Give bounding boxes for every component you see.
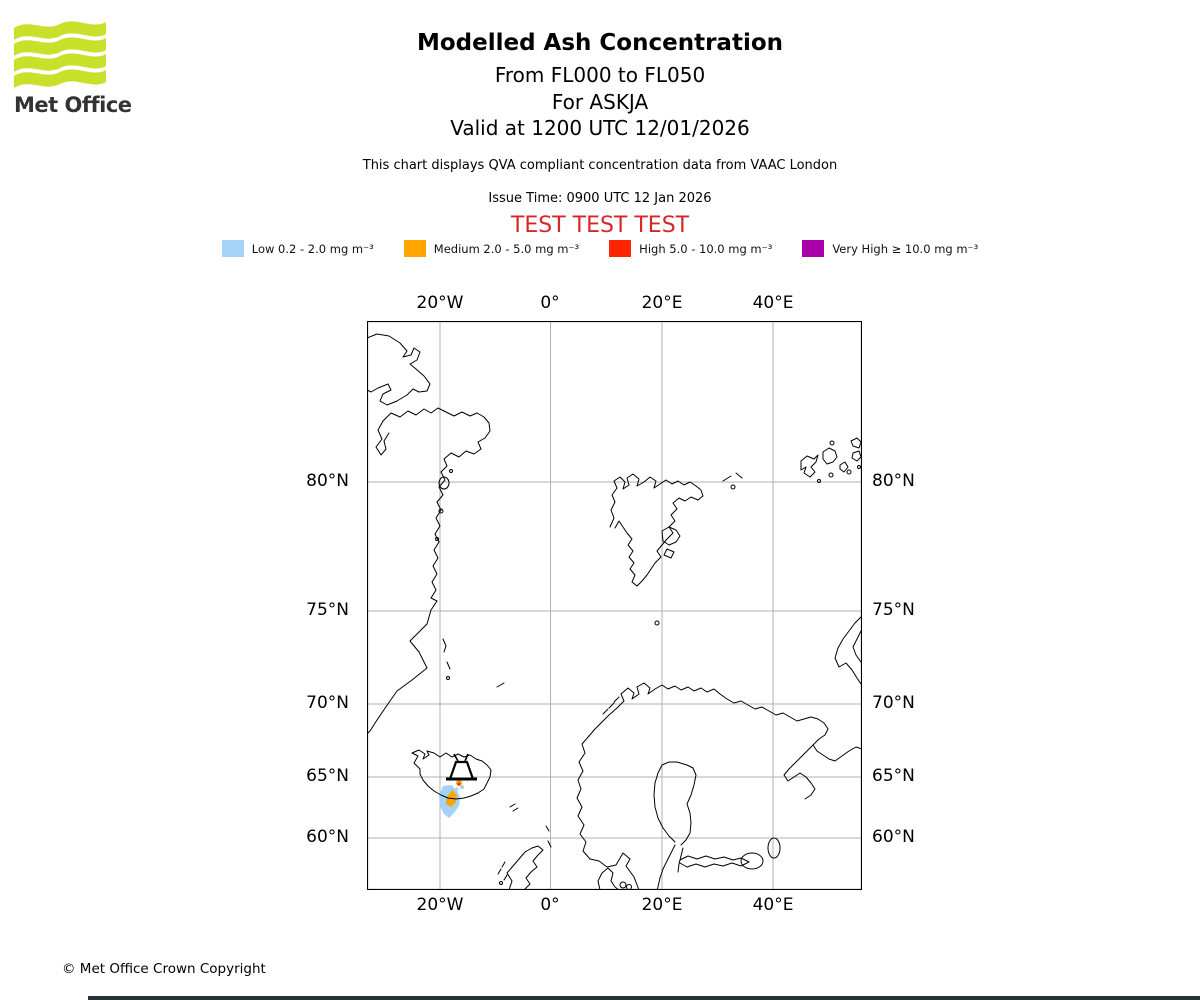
x-tick-bottom-20e: 20°E (641, 895, 683, 915)
y-tick-right-70n: 70°N (872, 693, 915, 713)
test-banner: TEST TEST TEST (510, 213, 690, 238)
legend-swatch-high (609, 240, 632, 257)
ash-vent-low-dot2 (455, 787, 459, 791)
concentration-legend: Low 0.2 - 2.0 mg m⁻³ Medium 2.0 - 5.0 mg… (0, 240, 1200, 257)
y-tick-left-75n: 75°N (306, 600, 349, 620)
x-tick-bottom-0: 0° (540, 895, 560, 915)
ash-plumes (439, 780, 464, 818)
y-tick-left-70n: 70°N (306, 693, 349, 713)
map-plot (367, 321, 862, 890)
page-title: Modelled Ash Concentration (416, 30, 784, 56)
ash-vent-low-dot (460, 785, 464, 789)
x-tick-top-0: 0° (540, 293, 560, 313)
issue-time: Issue Time: 0900 UTC 12 Jan 2026 (488, 191, 712, 206)
x-tick-top-20w: 20°W (416, 293, 464, 313)
flight-level-subtitle: From FL000 to FL050 (494, 63, 706, 87)
valid-time-subtitle: Valid at 1200 UTC 12/01/2026 (450, 116, 750, 140)
y-tick-left-80n: 80°N (306, 471, 349, 491)
y-tick-left-60n: 60°N (306, 827, 349, 847)
window-bottom-edge (88, 996, 1200, 1000)
legend-label-high: High 5.0 - 10.0 mg m⁻³ (639, 241, 773, 256)
x-tick-top-20e: 20°E (641, 293, 683, 313)
legend-item-high: High 5.0 - 10.0 mg m⁻³ (609, 240, 772, 257)
met-office-flag-icon (14, 21, 106, 88)
y-tick-right-60n: 60°N (872, 827, 915, 847)
legend-swatch-low (221, 240, 244, 257)
y-tick-right-65n: 65°N (872, 766, 915, 786)
qva-description: This chart displays QVA compliant concen… (362, 158, 838, 173)
legend-item-medium: Medium 2.0 - 5.0 mg m⁻³ (403, 240, 580, 257)
legend-swatch-medium (403, 240, 426, 257)
legend-label-very-high: Very High ≥ 10.0 mg m⁻³ (832, 241, 979, 256)
copyright-text: © Met Office Crown Copyright (62, 961, 266, 977)
legend-swatch-very-high (802, 240, 825, 257)
coastline-paths (367, 333, 862, 890)
ash-vent-high-dot (457, 782, 461, 786)
x-tick-bottom-20w: 20°W (416, 895, 464, 915)
y-tick-right-80n: 80°N (872, 471, 915, 491)
legend-label-low: Low 0.2 - 2.0 mg m⁻³ (251, 241, 374, 256)
met-office-wordmark: Met Office (14, 93, 132, 117)
x-tick-top-40e: 40°E (752, 293, 794, 313)
volcano-subtitle: For ASKJA (551, 90, 649, 114)
met-office-logo: Met Office (14, 20, 134, 117)
y-tick-left-65n: 65°N (306, 766, 349, 786)
map-frame (367, 321, 862, 890)
x-tick-bottom-40e: 40°E (752, 895, 794, 915)
y-tick-right-75n: 75°N (872, 600, 915, 620)
volcano-eruption-icon (446, 753, 477, 781)
legend-item-low: Low 0.2 - 2.0 mg m⁻³ (221, 240, 374, 257)
legend-label-medium: Medium 2.0 - 5.0 mg m⁻³ (433, 241, 580, 256)
legend-item-very-high: Very High ≥ 10.0 mg m⁻³ (802, 240, 978, 257)
